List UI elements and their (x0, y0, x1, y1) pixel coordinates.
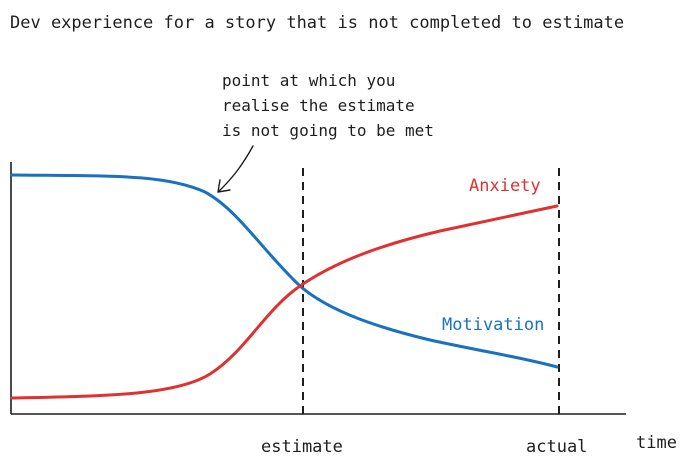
motivation-curve (10, 173, 559, 369)
x-axis-label: time (636, 433, 677, 453)
annotation-line-3: is not going to be met (222, 121, 434, 140)
anxiety-label: Anxiety (469, 176, 541, 196)
motivation-label: Motivation (442, 315, 544, 335)
estimate-label: estimate (261, 437, 343, 457)
diagram-title: Dev experience for a story that is not c… (10, 13, 624, 33)
annotation-line-2: realise the estimate (222, 96, 415, 115)
annotation-arrow (217, 145, 254, 193)
actual-label: actual (526, 437, 587, 457)
anxiety-curve (10, 204, 559, 400)
annotation-arrow-head (217, 179, 231, 193)
annotation-line-1: point at which you (222, 71, 395, 90)
